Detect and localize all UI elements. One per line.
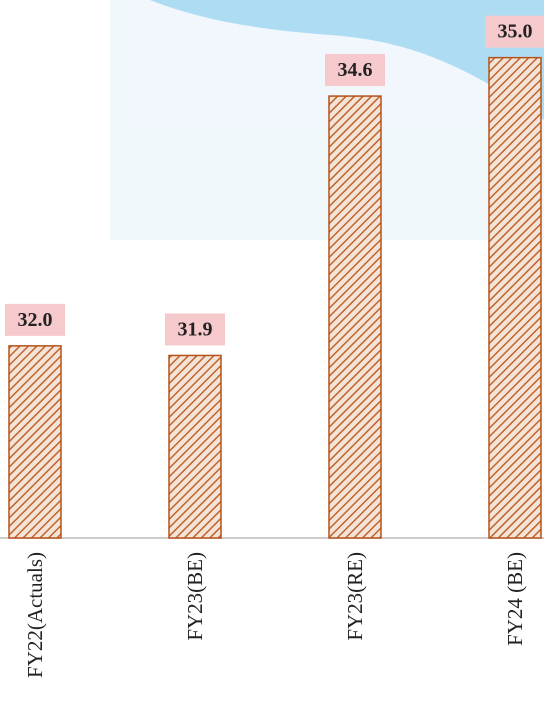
x-tick-label: FY22(Actuals) <box>23 552 47 678</box>
x-tick-label: FY23(BE) <box>183 552 207 641</box>
bar <box>8 345 62 539</box>
bar <box>488 56 542 539</box>
value-label: 31.9 <box>178 318 213 340</box>
bar <box>328 95 382 539</box>
value-label: 32.0 <box>18 309 53 331</box>
value-label-box <box>5 303 65 336</box>
x-tick-label: FY23(RE) <box>343 552 367 641</box>
value-label-box <box>485 15 544 48</box>
value-label-box <box>165 313 225 346</box>
bar <box>168 354 222 539</box>
background-decoration <box>110 0 544 240</box>
x-tick-label: FY24 (BE) <box>503 552 527 646</box>
value-label: 35.0 <box>498 21 533 43</box>
value-label: 34.6 <box>338 59 373 81</box>
value-label-box <box>325 54 385 87</box>
